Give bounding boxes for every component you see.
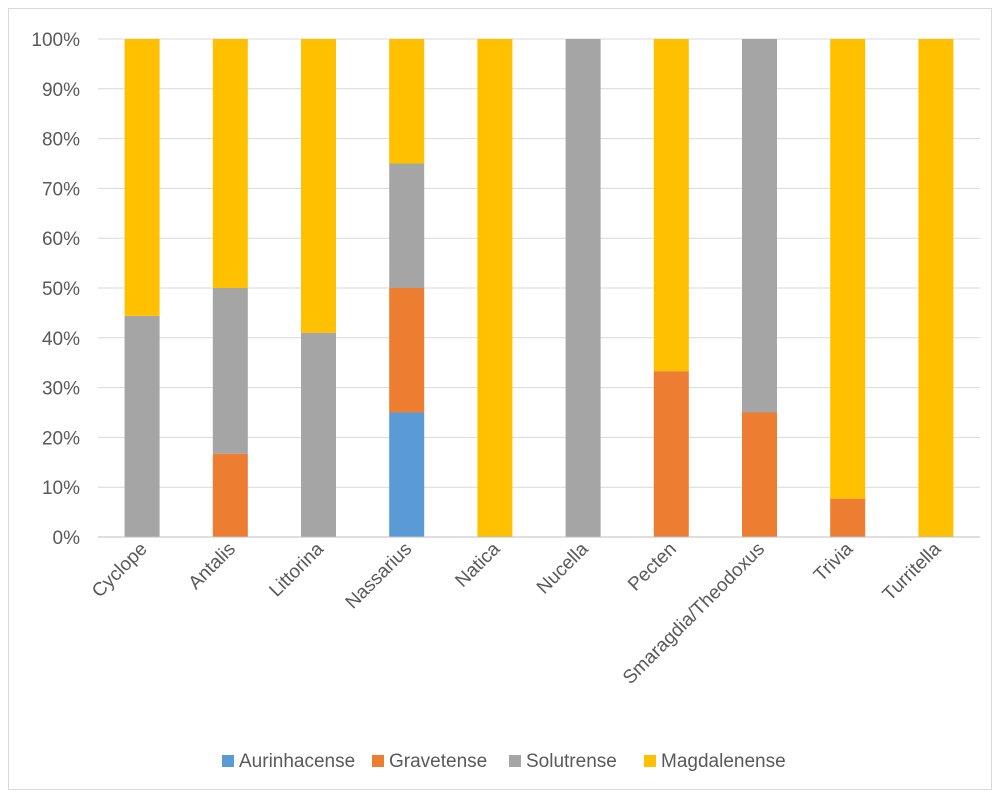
x-category-label: Nassarius (342, 539, 417, 614)
legend-label-magdalenense: Magdalenense (661, 751, 786, 772)
bar-trivia-magdalenense (830, 39, 866, 499)
bar-natica-magdalenense (477, 39, 513, 537)
bar-cyclope-magdalenense (124, 39, 160, 316)
bar-nassarius-solutrense (389, 163, 425, 288)
y-tick-label: 30% (42, 379, 80, 400)
legend-label-gravetense: Gravetense (389, 751, 487, 772)
bar-smaragdia-theodoxus-solutrense (742, 39, 777, 413)
y-tick-label: 90% (42, 80, 80, 101)
x-category-label: Littorina (265, 538, 328, 601)
y-tick-label: 60% (42, 229, 80, 250)
x-category-label: Antalis (185, 539, 240, 594)
bar-nassarius-magdalenense (389, 39, 425, 164)
bar-cyclope-solutrense (124, 315, 160, 537)
bar-antalis-solutrense (212, 288, 248, 454)
y-tick-label: 20% (42, 428, 80, 449)
y-tick-label: 80% (42, 130, 80, 151)
bar-antalis-magdalenense (212, 39, 248, 288)
bar-turritella-magdalenense (918, 39, 954, 537)
x-category-label: Smaragdia/Theodoxus (619, 539, 769, 689)
x-category-label: Nucella (533, 538, 593, 598)
bar-nassarius-aurinhacense (389, 412, 425, 537)
legend-swatch-gravetense (372, 755, 384, 767)
bar-pecten-magdalenense (653, 39, 689, 372)
bar-pecten-gravetense (653, 371, 689, 537)
y-tick-label: 70% (42, 179, 80, 200)
x-axis-category-labels: Cyclope Antalis Littorina Nassarius Natica Nu… (88, 538, 945, 688)
y-tick-label: 100% (31, 30, 80, 51)
legend-swatch-magdalenense (644, 755, 656, 767)
x-category-label: Trivia (810, 538, 857, 585)
legend-swatch-solutrense (509, 755, 521, 767)
bar-littorina-solutrense (301, 332, 336, 537)
y-axis-tick-labels: 0% 10% 20% 30% 40% 50% 60% 70% 80% 90% 100% (31, 30, 80, 549)
bar-smaragdia-theodoxus-gravetense (742, 412, 777, 537)
bar-trivia-gravetense (830, 498, 866, 537)
x-category-label: Cyclope (88, 539, 151, 602)
y-tick-label: 0% (53, 528, 81, 549)
y-tick-label: 40% (42, 329, 80, 350)
y-tick-label: 50% (42, 279, 80, 300)
legend-label-solutrense: Solutrense (526, 751, 617, 772)
bar-nassarius-gravetense (389, 288, 425, 413)
bar-nucella-solutrense (565, 39, 601, 537)
bar-littorina-magdalenense (301, 39, 336, 333)
y-tick-label: 10% (42, 478, 80, 499)
bars (124, 39, 954, 537)
x-category-label: Turritella (879, 538, 946, 605)
x-category-label: Pecten (624, 539, 681, 596)
legend-swatch-aurinhacense (222, 755, 234, 767)
bar-antalis-gravetense (212, 453, 248, 537)
legend-label-aurinhacense: Aurinhacense (239, 751, 355, 772)
legend: Aurinhacense Gravetense Solutrense Magdalen… (222, 751, 786, 772)
x-category-label: Natica (452, 538, 505, 591)
